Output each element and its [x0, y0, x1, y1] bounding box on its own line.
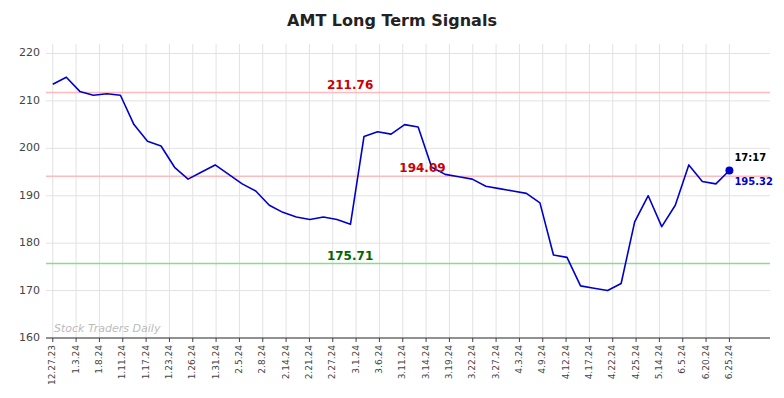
- x-grid-line: [169, 44, 170, 338]
- x-tick-label: 2.21.24: [304, 345, 314, 380]
- y-grid-line: [46, 290, 770, 291]
- signal-label: 194.09: [399, 161, 445, 175]
- x-grid-line: [496, 44, 497, 338]
- x-tick-label: 6.5.24: [677, 345, 687, 374]
- last-price-label: 195.32: [734, 176, 773, 187]
- x-grid-line: [449, 44, 450, 338]
- x-tick-label: 1.17.24: [141, 345, 151, 380]
- x-grid-line: [682, 44, 683, 338]
- y-tick-label: 200: [19, 141, 40, 154]
- y-tick-label: 190: [19, 189, 40, 202]
- signal-line: [46, 263, 770, 265]
- x-grid-line: [192, 44, 193, 338]
- y-grid-line: [46, 195, 770, 196]
- x-grid-line: [729, 44, 730, 338]
- x-tick-label: 1.26.24: [187, 345, 197, 380]
- signal-line: [46, 176, 770, 178]
- x-grid-line: [402, 44, 403, 338]
- x-tick-label: 3.27.24: [491, 345, 501, 380]
- watermark: Stock Traders Daily: [54, 322, 161, 335]
- y-grid-line: [46, 338, 770, 339]
- signal-label: 211.76: [327, 78, 373, 92]
- y-grid-line: [46, 148, 770, 149]
- x-tick-label: 3.1.24: [351, 345, 361, 374]
- x-grid-line: [659, 44, 660, 338]
- x-grid-line: [216, 44, 217, 338]
- x-tick-label: 4.12.24: [561, 345, 571, 380]
- y-tick-label: 180: [19, 236, 40, 249]
- chart: AMT Long Term Signals 160 170 180 190 200 210 2…: [0, 0, 784, 398]
- x-grid-line: [589, 44, 590, 338]
- x-tick-label: 1.23.24: [164, 345, 174, 380]
- x-tick-label: 1.11.24: [117, 345, 127, 380]
- x-tick-label: 4.22.24: [607, 345, 617, 380]
- x-tick-label: 1.31.24: [211, 345, 221, 380]
- x-grid-line: [122, 44, 123, 338]
- x-tick-label: 12.27.23: [47, 345, 57, 385]
- x-tick-label: 3.14.24: [421, 345, 431, 380]
- x-tick-label: 4.17.24: [584, 345, 594, 380]
- x-tick-label: 6.25.24: [724, 345, 734, 380]
- last-time-label: 17:17: [734, 152, 766, 163]
- y-grid-line: [46, 243, 770, 244]
- x-tick-label: 1.8.24: [94, 345, 104, 374]
- x-tick-label: 3.22.24: [467, 345, 477, 380]
- x-tick-label: 1.3.24: [71, 345, 81, 374]
- x-grid-line: [706, 44, 707, 338]
- x-tick-label: 2.8.24: [257, 345, 267, 374]
- plot-area: [46, 77, 770, 290]
- title: AMT Long Term Signals: [287, 11, 497, 30]
- x-tick-label: 3.11.24: [397, 345, 407, 380]
- price-line: [53, 77, 730, 290]
- y-tick-label: 220: [19, 46, 40, 59]
- x-grid-line: [426, 44, 427, 338]
- y-grid-line: [46, 100, 770, 101]
- y-tick-label: 210: [19, 94, 40, 107]
- x-tick-label: 2.27.24: [327, 345, 337, 380]
- y-tick-label: 160: [19, 331, 40, 344]
- x-grid-line: [146, 44, 147, 338]
- signal-label: 175.71: [327, 249, 373, 263]
- x-grid-line: [519, 44, 520, 338]
- x-grid-line: [239, 44, 240, 338]
- x-tick-label: 6.20.24: [701, 345, 711, 380]
- x-grid-line: [636, 44, 637, 338]
- last-point: [725, 167, 733, 175]
- grid: [46, 44, 770, 338]
- x-grid-line: [612, 44, 613, 338]
- x-grid-line: [52, 44, 53, 338]
- y-grid-line: [46, 53, 770, 54]
- x-tick-label: 2.5.24: [234, 345, 244, 374]
- x-tick-label: 4.3.24: [514, 345, 524, 374]
- x-tick-label: 5.14.24: [654, 345, 664, 380]
- x-tick-label: 3.6.24: [374, 345, 384, 374]
- x-grid-line: [286, 44, 287, 338]
- signal-line: [46, 92, 770, 94]
- x-axis-line: [46, 337, 770, 338]
- y-tick-label: 170: [19, 284, 40, 297]
- x-grid-line: [566, 44, 567, 338]
- x-grid-line: [472, 44, 473, 338]
- x-grid-line: [262, 44, 263, 338]
- x-tick-label: 3.19.24: [444, 345, 454, 380]
- x-tick-label: 4.25.24: [631, 345, 641, 380]
- x-tick-label: 4.9.24: [537, 345, 547, 374]
- x-grid-line: [542, 44, 543, 338]
- x-grid-line: [99, 44, 100, 338]
- x-grid-line: [379, 44, 380, 338]
- x-tick-label: 2.14.24: [281, 345, 291, 380]
- x-grid-line: [309, 44, 310, 338]
